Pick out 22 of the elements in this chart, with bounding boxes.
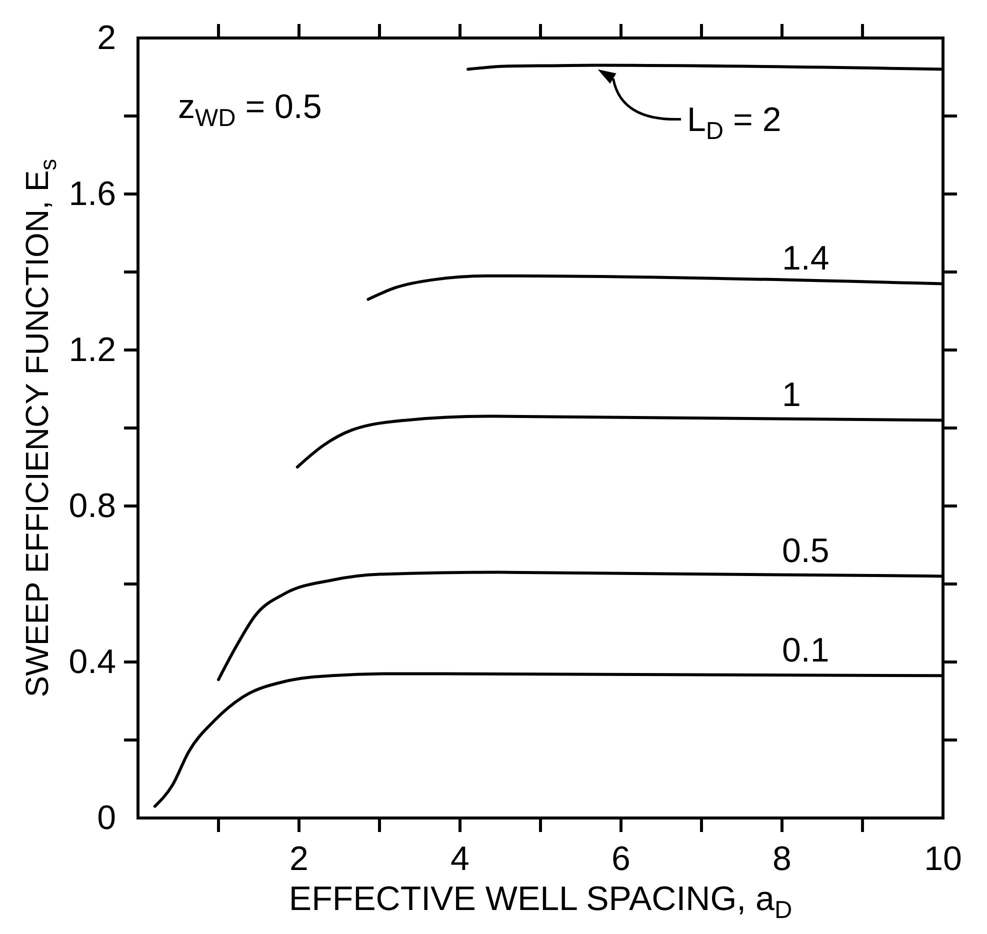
series-label: 0.1 xyxy=(782,632,830,670)
y-tick-label: 1.6 xyxy=(68,174,116,213)
series-label: 1 xyxy=(782,376,801,414)
y-tick-label: 0 xyxy=(97,798,116,837)
y-tick-label: 0.8 xyxy=(68,486,116,525)
x-tick-label: 6 xyxy=(612,840,630,878)
x-axis-title: EFFECTIVE WELL SPACING, a$_{D}$ xyxy=(288,880,792,924)
y-tick-label: 2 xyxy=(97,18,116,57)
x-tick-label: 4 xyxy=(450,840,470,878)
series-label: L$_{D}$ = 2 xyxy=(687,101,782,146)
line-series xyxy=(153,672,944,808)
x-tick-label: 8 xyxy=(772,840,792,878)
line-series xyxy=(366,274,944,301)
x-tick-label: 10 xyxy=(924,840,962,878)
y-tick-label: 0.4 xyxy=(68,642,116,681)
line-series xyxy=(296,414,944,468)
annotation: z$_{WD}$ = 0.5 xyxy=(178,88,322,132)
x-tick-label: 2 xyxy=(290,840,308,878)
series-label: 1.4 xyxy=(782,240,830,278)
y-tick-label: 1.2 xyxy=(68,330,116,369)
line-series xyxy=(217,570,944,682)
series-label: 0.5 xyxy=(782,532,830,570)
